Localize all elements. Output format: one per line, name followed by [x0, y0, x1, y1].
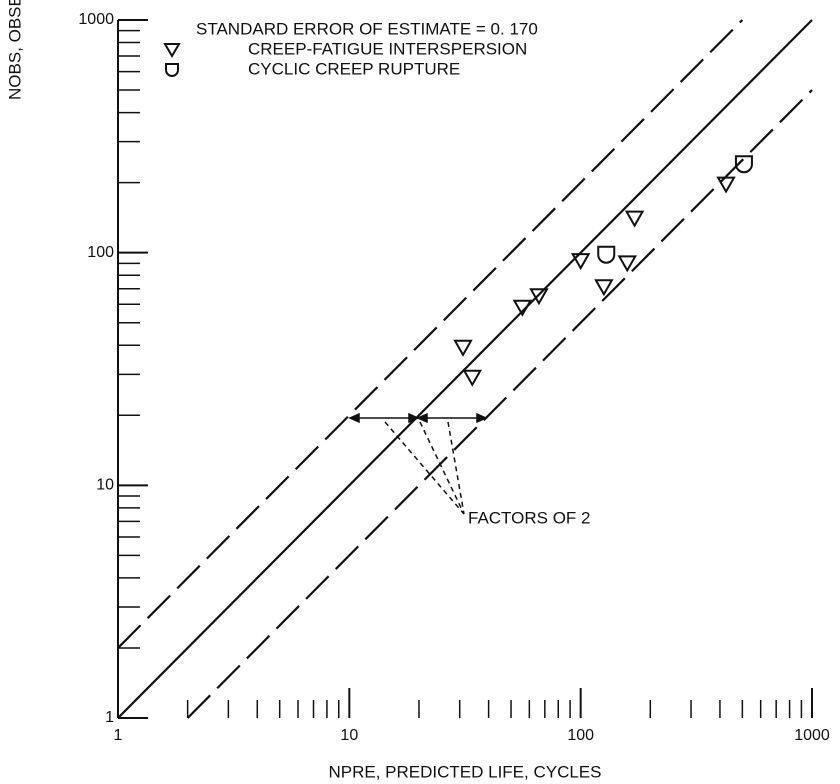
- legend-label: CREEP-FATIGUE INTERSPERSION: [248, 39, 527, 58]
- leader-lines: [384, 421, 465, 515]
- data-point: [734, 155, 753, 174]
- factor-label: FACTORS OF 2: [468, 508, 591, 527]
- legend-marker: [163, 43, 181, 58]
- y-tick-label: 100: [87, 244, 114, 261]
- reference-line: [186, 89, 813, 719]
- annotation: STANDARD ERROR OF ESTIMATE = 0. 170: [196, 19, 538, 38]
- y-axis-label: NOBS, OBSERV: [5, 0, 24, 100]
- x-tick-label: 10: [340, 727, 358, 744]
- data-point: [594, 279, 614, 297]
- x-tick-label: 1: [114, 727, 123, 744]
- data-point: [529, 288, 549, 306]
- data-point: [617, 255, 637, 273]
- data-point: [597, 245, 616, 264]
- y-tick-label: 1: [105, 709, 114, 726]
- x-axis-label: NPRE, PREDICTED LIFE, CYCLES: [328, 762, 601, 781]
- arrowheads: [348, 412, 488, 424]
- legend-label: CYCLIC CREEP RUPTURE: [248, 59, 460, 78]
- legend-marker: [165, 63, 179, 77]
- x-tick-label: 100: [567, 727, 594, 744]
- reference-line: [117, 19, 813, 719]
- factor-annotation: [348, 412, 488, 515]
- data-point: [570, 253, 591, 271]
- data-point: [462, 369, 483, 387]
- data-point: [624, 210, 645, 228]
- data-point: [453, 339, 473, 357]
- x-tick-label: 1000: [794, 727, 830, 744]
- data-point: [716, 176, 736, 194]
- reference-line: [117, 19, 744, 649]
- y-tick-label: 1000: [78, 11, 114, 28]
- data-point: [512, 299, 533, 317]
- y-tick-label: 10: [96, 477, 114, 494]
